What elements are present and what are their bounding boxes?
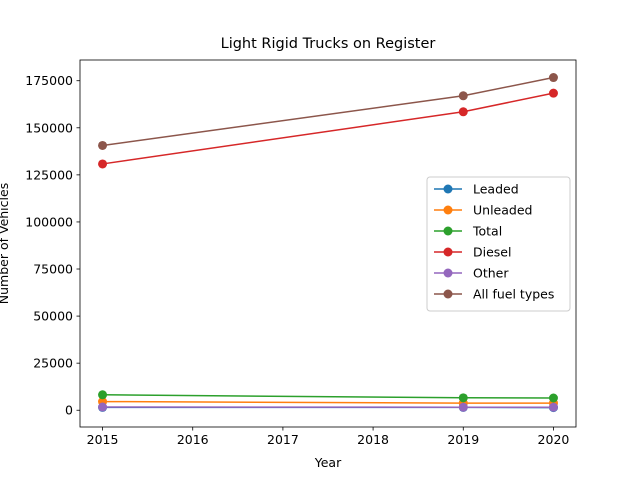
y-tick-label: 50000 <box>33 309 73 324</box>
legend-label-diesel: Diesel <box>473 245 511 260</box>
legend-item-diesel: Diesel <box>434 245 511 260</box>
legend-item-leaded: Leaded <box>434 182 519 197</box>
series-diesel <box>98 88 558 169</box>
x-tick-label: 2018 <box>357 432 389 447</box>
data-point-diesel <box>548 88 558 98</box>
series-layer <box>98 73 558 413</box>
series-line-total <box>102 394 554 399</box>
data-point-other <box>548 402 558 412</box>
x-tick-label: 2019 <box>447 432 479 447</box>
y-tick-label: 125000 <box>25 167 73 182</box>
y-tick-label: 25000 <box>33 356 73 371</box>
data-point-all-fuel-types <box>548 73 558 83</box>
chart-title: Light Rigid Trucks on Register <box>221 36 436 52</box>
y-tick-label: 150000 <box>25 120 73 135</box>
legend-label-other: Other <box>473 266 509 281</box>
legend-marker-diesel <box>443 247 453 257</box>
series-all-fuel-types <box>98 73 558 150</box>
x-axis-label: Year <box>314 455 342 470</box>
legend-marker-unleaded <box>443 205 453 215</box>
data-point-other <box>458 402 468 412</box>
series-line-unleaded <box>102 400 554 404</box>
series-other <box>98 402 558 412</box>
data-point-other <box>98 402 108 412</box>
y-tick-label: 175000 <box>25 73 73 88</box>
x-tick-label: 2016 <box>177 432 209 447</box>
series-line-diesel <box>102 92 554 165</box>
legend-marker-all-fuel-types <box>443 289 453 299</box>
legend-item-total: Total <box>434 224 502 239</box>
data-point-diesel <box>98 159 108 169</box>
data-point-total <box>458 393 468 403</box>
x-tick-label: 2017 <box>267 432 299 447</box>
legend-item-all-fuel-types: All fuel types <box>434 287 554 302</box>
data-point-all-fuel-types <box>98 140 108 150</box>
series-total <box>98 390 558 403</box>
legend-label-unleaded: Unleaded <box>473 203 532 218</box>
legend-marker-leaded <box>443 184 453 194</box>
plot-area <box>79 59 577 428</box>
data-point-diesel <box>458 107 468 117</box>
y-tick-label: 100000 <box>25 214 73 229</box>
data-point-total <box>98 390 108 400</box>
x-tick-label: 2015 <box>87 432 119 447</box>
data-point-all-fuel-types <box>458 91 468 101</box>
series-unleaded <box>98 397 558 408</box>
legend-box <box>426 176 571 312</box>
y-tick-label: 0 <box>65 403 73 418</box>
legend-item-unleaded: Unleaded <box>434 203 532 218</box>
x-tick-label: 2020 <box>538 432 570 447</box>
plot-frame <box>79 59 577 428</box>
legend-marker-total <box>443 226 453 236</box>
legend-label-all-fuel-types: All fuel types <box>473 287 554 302</box>
x-axis-ticks: 2015 2016 2017 2018 2019 2020 <box>87 427 570 447</box>
legend-label-leaded: Leaded <box>473 182 519 197</box>
legend-label-total: Total <box>472 224 502 239</box>
y-axis-ticks: 0 25000 50000 75000 100000 125000 150000 175000 <box>25 73 80 418</box>
y-tick-label: 75000 <box>33 262 73 277</box>
series-line-all-fuel-types <box>102 76 554 147</box>
y-axis-label: Number of Vehicles <box>0 183 11 304</box>
data-point-total <box>548 393 558 403</box>
legend-marker-other <box>443 268 453 278</box>
legend: Leaded Unleaded Total Diesel Other All fuel t… <box>426 176 571 312</box>
legend-item-other: Other <box>434 266 509 281</box>
